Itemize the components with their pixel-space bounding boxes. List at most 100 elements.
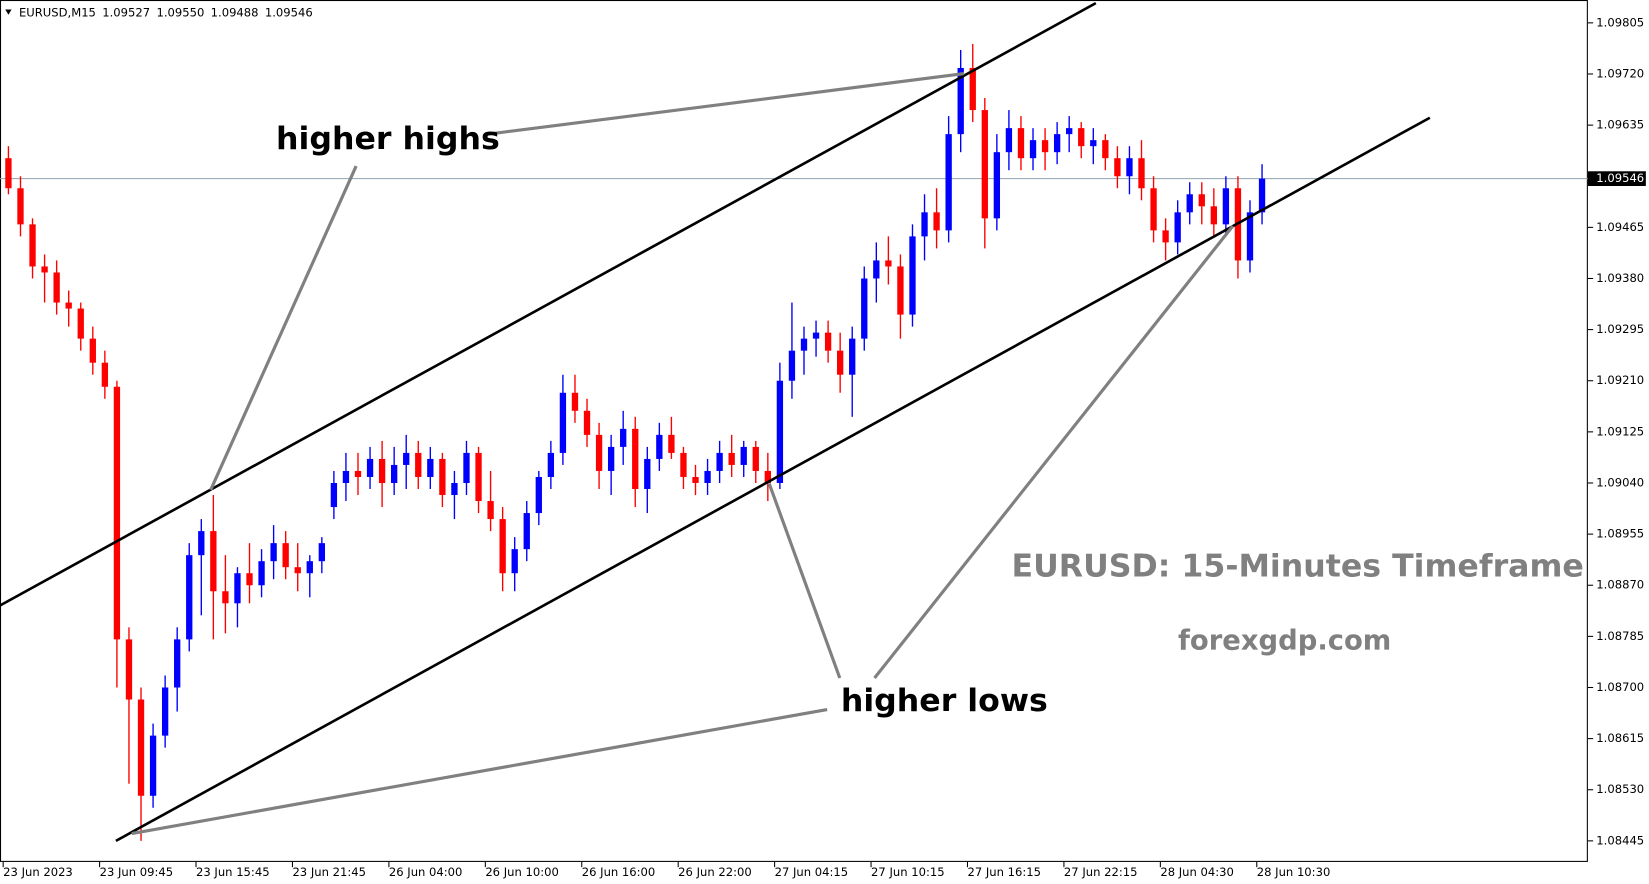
y-tick-label: 1.08700 xyxy=(1596,680,1644,694)
annotation: higher highs xyxy=(276,121,500,157)
pointers xyxy=(131,72,1235,836)
candle-body xyxy=(330,482,338,508)
candle-body xyxy=(535,476,542,514)
x-tick-label: 26 Jun 22:00 xyxy=(678,865,752,879)
candle-body xyxy=(1162,230,1169,243)
candle-body xyxy=(1222,188,1230,225)
candle-body xyxy=(957,67,964,135)
candle-body xyxy=(993,152,1001,219)
channel-lower xyxy=(115,116,1431,843)
candle-body xyxy=(547,452,555,477)
y-tick-label: 1.09380 xyxy=(1596,271,1644,285)
candle-body xyxy=(752,446,759,471)
candle-body xyxy=(137,699,145,796)
candle-body xyxy=(77,308,84,339)
candle-body xyxy=(656,434,663,459)
candle-body xyxy=(945,134,952,231)
candle-body xyxy=(1078,128,1085,147)
candle-body xyxy=(740,446,747,465)
candle-body xyxy=(403,452,410,465)
header-value: 1.09546 xyxy=(265,5,313,19)
candle-body xyxy=(812,332,820,339)
candle-body xyxy=(1114,158,1121,177)
candle-body xyxy=(1005,128,1013,153)
candle-body xyxy=(306,561,313,574)
candle-body xyxy=(1186,194,1193,213)
candle-body xyxy=(41,266,48,273)
candle-body xyxy=(716,452,723,471)
candle-body xyxy=(222,591,229,604)
candle-body xyxy=(583,410,591,435)
candle-body xyxy=(318,543,325,562)
candle-body xyxy=(29,224,36,267)
candle-body xyxy=(487,501,494,520)
x-tick-label: 23 Jun 21:45 xyxy=(292,865,366,879)
candle-body xyxy=(897,266,904,315)
candle-body xyxy=(933,212,940,231)
annotation: higher lows xyxy=(841,683,1048,719)
candle-body xyxy=(704,470,711,483)
candle-body xyxy=(246,573,253,586)
candle-body xyxy=(764,470,771,483)
header-arrow xyxy=(5,9,12,15)
candle-body xyxy=(463,452,470,483)
candle-body xyxy=(101,362,109,387)
x-tick-label: 26 Jun 10:00 xyxy=(485,865,559,879)
candle-body xyxy=(836,350,844,375)
candle-body xyxy=(354,470,362,477)
y-tick-label: 1.09125 xyxy=(1596,424,1644,438)
candle-body xyxy=(632,428,639,490)
candle-body xyxy=(415,452,422,477)
candle-body xyxy=(776,380,784,483)
candle-body xyxy=(1017,128,1025,159)
current-price-box xyxy=(1587,171,1646,186)
y-tick-label: 1.09040 xyxy=(1596,476,1644,490)
candle-body xyxy=(210,531,217,592)
candle-body xyxy=(65,302,72,309)
candle-body xyxy=(161,687,169,736)
candle-body xyxy=(451,482,458,496)
candle-body xyxy=(873,260,880,279)
pointer xyxy=(484,72,965,137)
axes: 1.09805 1.09720 1.09635 1.09465 1.09380 1.092… xyxy=(0,15,1646,879)
candle-body xyxy=(427,458,434,477)
candle-body xyxy=(342,470,350,483)
candle-body xyxy=(969,67,976,111)
candle-body xyxy=(53,272,60,303)
y-tick-label: 1.08785 xyxy=(1596,629,1644,643)
pointer xyxy=(873,225,1235,679)
x-tick-label: 23 Jun 15:45 xyxy=(196,865,270,879)
candle-body xyxy=(921,212,928,237)
candle-body xyxy=(1210,206,1217,225)
candle-body xyxy=(1041,140,1049,153)
x-tick-label: 27 Jun 04:15 xyxy=(775,865,849,879)
pointer xyxy=(767,482,842,679)
header-value: 1.09527 xyxy=(102,5,150,19)
candle-body xyxy=(981,110,988,219)
annotation: forexgdp.com xyxy=(1178,626,1391,657)
x-tick-label: 28 Jun 10:30 xyxy=(1257,865,1331,879)
candle-body xyxy=(849,338,856,375)
candle-body xyxy=(595,434,603,471)
y-tick-label: 1.09465 xyxy=(1596,220,1644,234)
candle-body xyxy=(1198,194,1205,207)
pointer xyxy=(209,165,358,491)
candle-body xyxy=(294,567,301,574)
candle-body xyxy=(378,458,386,483)
candle-body xyxy=(439,458,446,496)
candle-body xyxy=(390,464,398,483)
candle-body xyxy=(125,639,133,700)
x-tick-label: 23 Jun 09:45 xyxy=(100,865,174,879)
candle-body xyxy=(1138,158,1145,189)
y-tick-label: 1.08870 xyxy=(1596,578,1644,592)
x-tick-label: 26 Jun 16:00 xyxy=(582,865,656,879)
x-tick-label: 23 Jun 2023 xyxy=(3,865,73,879)
candle-body xyxy=(282,543,289,568)
candles xyxy=(5,43,1266,841)
candle-body xyxy=(885,260,892,267)
candle-body xyxy=(234,573,241,604)
candle-body xyxy=(1090,140,1097,147)
candle-body xyxy=(788,350,796,381)
